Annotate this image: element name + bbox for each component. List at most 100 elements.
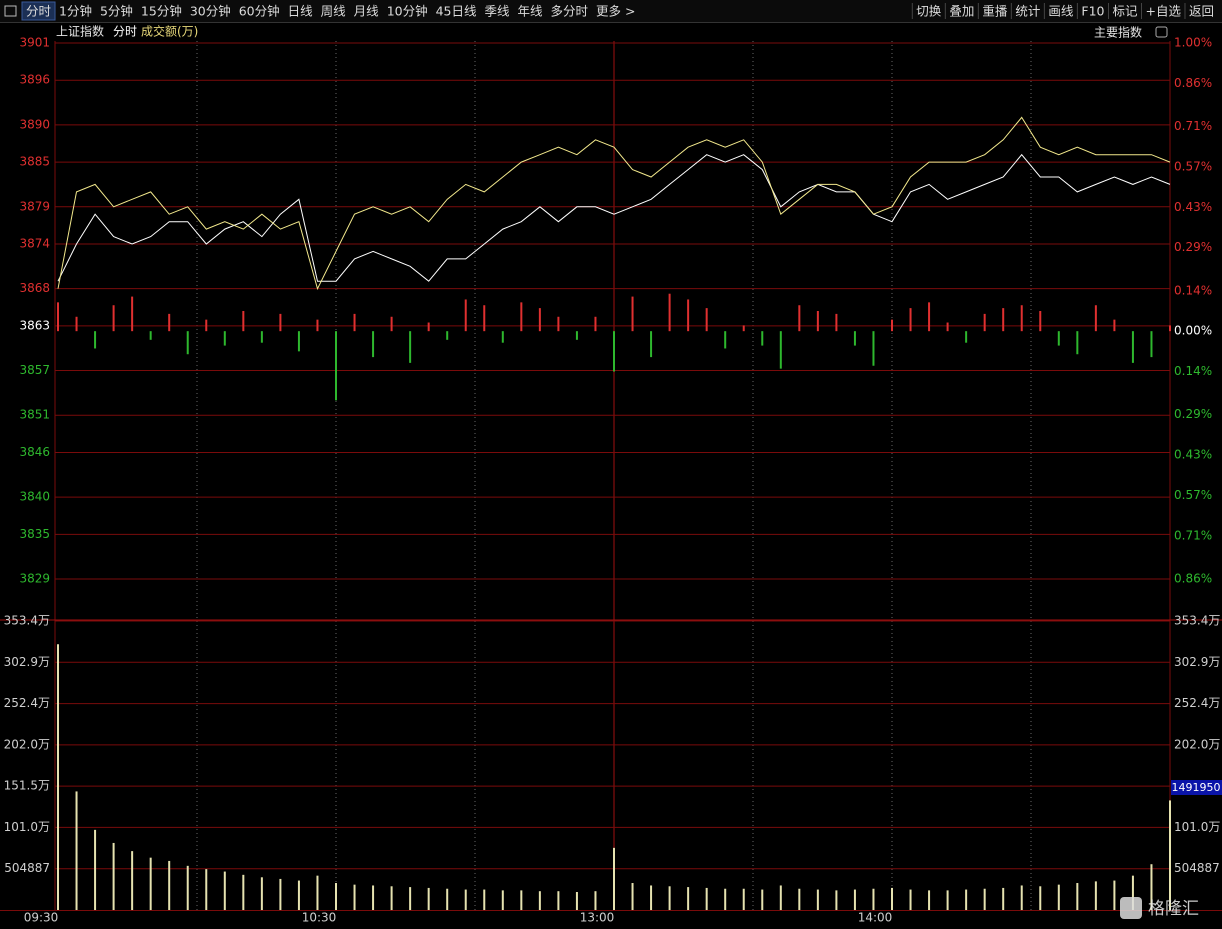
strength-bar: [1150, 331, 1153, 358]
volume-bar: [668, 886, 671, 910]
y-tick-label: 3901: [19, 36, 50, 50]
strength-bar: [650, 331, 653, 358]
volume-bar: [1039, 886, 1042, 910]
strength-bar: [872, 331, 875, 366]
volume-bar: [112, 842, 115, 910]
volume-bar: [575, 892, 578, 910]
y-tick-label: 151.5万: [4, 779, 50, 793]
toolbar-item[interactable]: 10分钟: [387, 4, 428, 19]
toolbar-item[interactable]: 45日线: [436, 4, 477, 19]
price-line: [57, 153, 1171, 282]
y2-tick-label: 1.00%: [1174, 36, 1212, 50]
strength-bar: [798, 305, 801, 332]
y-tick-label: 3835: [19, 527, 50, 541]
strength-bar: [1094, 305, 1097, 332]
volume-bar: [705, 887, 708, 910]
y-tick-label: 3885: [19, 155, 50, 169]
volume-bar: [835, 890, 838, 910]
volume-bar: [1150, 864, 1153, 910]
toolbar-item[interactable]: 重播: [982, 4, 1008, 19]
strength-bar: [538, 308, 541, 332]
volume-bar: [186, 865, 189, 910]
toolbar-item[interactable]: 30分钟: [190, 4, 231, 19]
volume-bar: [205, 869, 208, 910]
strength-bar: [94, 331, 97, 349]
strength-bar: [316, 319, 319, 332]
strength-bar: [891, 319, 893, 332]
y2-tick-label: 0.86%: [1174, 572, 1212, 586]
toolbar-item[interactable]: 1分钟: [59, 4, 92, 19]
strength-bar: [705, 308, 708, 332]
toolbar-item[interactable]: 周线: [321, 4, 347, 19]
toolbar-item[interactable]: 5分钟: [100, 4, 133, 19]
strength-bar: [223, 331, 226, 346]
toolbar-item[interactable]: 年线: [518, 4, 544, 19]
volume-bar: [131, 851, 134, 910]
strength-bar: [946, 322, 949, 332]
strength-bar: [613, 331, 615, 372]
toolbar-item[interactable]: 标记: [1112, 4, 1138, 19]
volume-bar: [779, 885, 782, 910]
toolbar-item[interactable]: F10: [1081, 4, 1104, 19]
toolbar-item[interactable]: 切换: [916, 4, 942, 19]
toolbar-item[interactable]: 日线: [288, 4, 314, 19]
strength-bar: [687, 299, 690, 332]
y2-tick-label: 0.57%: [1174, 159, 1212, 173]
menu-icon[interactable]: [4, 5, 17, 17]
toolbar-item[interactable]: 季线: [485, 4, 511, 19]
strength-bar: [483, 305, 486, 332]
strength-bar: [1057, 331, 1060, 346]
volume-bar: [798, 888, 801, 910]
strength-bar: [409, 331, 412, 363]
toolbar-item[interactable]: 多分时: [551, 4, 589, 19]
strength-bar: [464, 299, 467, 332]
volume-bar: [742, 888, 745, 910]
volume-bar: [538, 891, 541, 910]
strength-bar: [75, 316, 78, 332]
volume-bar: [687, 887, 690, 910]
toolbar-item[interactable]: 叠加: [949, 4, 974, 19]
mode-label: 分时: [113, 25, 137, 39]
index-selector[interactable]: 主要指数: [1094, 25, 1142, 40]
strength-bar: [909, 308, 912, 332]
toolbar-item[interactable]: 月线: [354, 4, 380, 19]
strength-bar: [1039, 311, 1042, 332]
volume-bar: [353, 884, 356, 910]
strength-bar: [112, 305, 115, 332]
volume-bar: [761, 889, 764, 910]
volume-bar: [872, 888, 875, 910]
volume-bar: [816, 889, 819, 910]
volume-bar: [724, 888, 727, 910]
volume-bar: [1113, 880, 1116, 910]
toolbar-item[interactable]: 返回: [1189, 4, 1214, 19]
volume-bar: [965, 889, 968, 910]
toolbar-item[interactable]: +自选: [1146, 4, 1182, 19]
y-tick-label: 3840: [19, 490, 50, 504]
y2-tick-label: 0.71%: [1174, 119, 1212, 133]
strength-bar: [557, 316, 560, 332]
volume-bar: [520, 890, 523, 910]
volume-bar: [1057, 884, 1060, 910]
strength-bar: [353, 313, 356, 332]
strength-bar: [816, 311, 819, 332]
y-tick-label: 3868: [19, 281, 50, 295]
toolbar-item[interactable]: 60分钟: [239, 4, 280, 19]
y-tick-label-right: 353.4万: [1174, 614, 1220, 628]
toolbar-item[interactable]: 统计: [1015, 4, 1040, 19]
strength-bar: [1169, 325, 1171, 332]
strength-bar: [186, 331, 189, 355]
y-tick-label: 3879: [19, 199, 50, 213]
toolbar-item[interactable]: 画线: [1048, 4, 1074, 19]
x-tick-label: 14:00: [858, 911, 893, 925]
toolbar-item[interactable]: 更多 >: [596, 4, 635, 19]
selector-icon[interactable]: [1155, 26, 1168, 38]
y2-tick-label: 0.00%: [1174, 324, 1212, 338]
y2-tick-label: 0.14%: [1174, 364, 1212, 378]
y-tick-label: 302.9万: [4, 655, 50, 669]
strength-bar: [131, 296, 134, 332]
toolbar-item[interactable]: 15分钟: [141, 4, 182, 19]
volume-bar: [853, 889, 856, 910]
y-tick-label: 353.4万: [4, 614, 50, 628]
toolbar-item[interactable]: 分时: [26, 4, 52, 19]
volume-bar: [297, 880, 300, 910]
